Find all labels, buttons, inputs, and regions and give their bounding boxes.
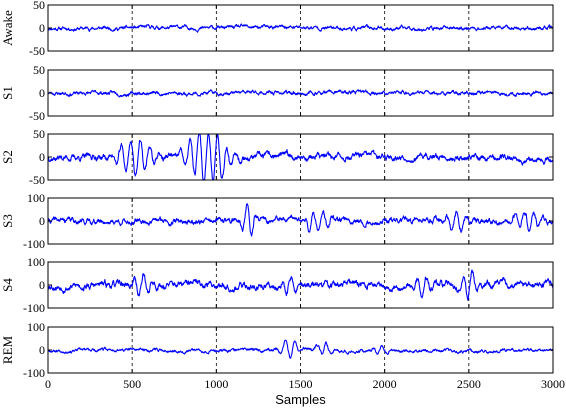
x-tick-label: 3000 [541,377,565,391]
y-tick-label: 0 [39,278,45,292]
panel-label: S1 [0,86,15,100]
y-tick-label: 50 [33,127,45,141]
panel-rem: -100 0 100 REM [0,320,554,380]
y-tick-label: 50 [33,0,45,12]
series-line-s4 [47,269,554,301]
panel-s3: -100 0 100 S3 [0,191,554,251]
panel-label: REM [0,335,15,364]
y-tick-label: -100 [23,366,45,380]
x-tick-label: 500 [123,377,141,391]
panel-awake: -50 0 50 Awake [0,0,554,58]
y-tick-label: 0 [39,86,45,100]
x-axis-label: Samples [275,392,326,407]
y-tick-label: -100 [23,301,45,315]
y-tick-label: 50 [33,63,45,77]
panel-s4: -100 0 100 S4 [0,255,554,315]
series-line-s3 [47,203,554,237]
y-tick-label: 0 [39,21,45,35]
x-tick-label: 2000 [373,377,397,391]
series-line-s2 [47,133,554,181]
panel-label: S4 [0,278,15,292]
y-tick-label: 100 [27,255,45,269]
panel-label: S2 [0,150,15,164]
x-tick-label: 2500 [457,377,481,391]
panel-label: Awake [0,10,15,46]
y-tick-label: -50 [29,173,45,187]
panel-label: S3 [0,214,15,228]
series-line-rem [47,339,554,359]
y-tick-label: 0 [39,150,45,164]
y-tick-label: 100 [27,191,45,205]
series-line-awake [47,23,554,33]
y-tick-label: -50 [29,109,45,123]
panel-s1: -50 0 50 S1 [0,63,554,123]
y-tick-label: 100 [27,320,45,334]
y-tick-label: -50 [29,44,45,58]
x-tick-label: 0 [45,377,51,391]
y-tick-label: 0 [39,343,45,357]
y-tick-label: 0 [39,214,45,228]
x-tick-label: 1500 [289,377,313,391]
y-tick-label: -100 [23,237,45,251]
series-line-s1 [47,89,554,98]
x-tick-label: 1000 [204,377,228,391]
panel-s2: -50 0 50 S2 [0,127,554,187]
